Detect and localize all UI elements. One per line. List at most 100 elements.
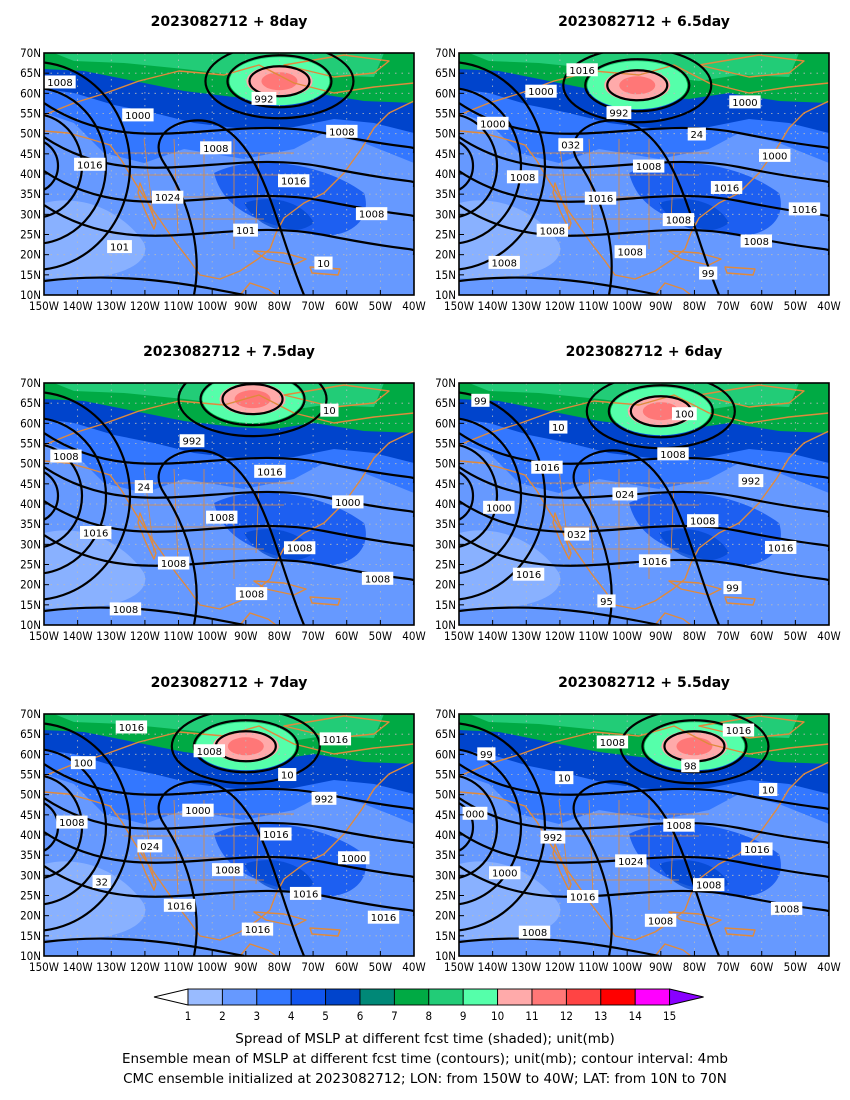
contour-labels: 1008 1016 992 024 1000 1008 032 1016 1016 1016 99 9… (471, 393, 797, 608)
colorbar-box (531, 988, 567, 1006)
contour-label: 1008 (770, 901, 803, 915)
x-tick-label: 150W (29, 299, 59, 313)
x-tick-label: 50W (784, 299, 807, 313)
x-tick-label: 140W (63, 299, 93, 313)
x-tick-label: 110W (164, 299, 194, 313)
y-tick-label: 45N (20, 477, 41, 491)
y-tick-label: 20N (20, 909, 41, 923)
svg-text:10: 10 (552, 423, 565, 434)
contour-label: 1016 (319, 732, 352, 746)
y-tick-label: 25N (435, 558, 456, 572)
x-tick-label: 70W (301, 299, 324, 313)
contour-label: 1000 (477, 116, 509, 130)
y-tick-label: 70N (20, 46, 41, 60)
contour-label: 24 (687, 127, 706, 141)
y-tick-label: 25N (435, 228, 456, 242)
x-tick-label: 40W (402, 960, 425, 974)
svg-text:1016: 1016 (245, 925, 270, 936)
svg-text:1008: 1008 (365, 574, 390, 585)
x-tick-label: 90W (234, 960, 257, 974)
y-tick-label: 10N (435, 288, 456, 302)
svg-text:1000: 1000 (528, 87, 553, 98)
svg-text:1016: 1016 (83, 528, 108, 539)
x-tick-label: 130W (96, 629, 126, 643)
y-tick-label: 50N (20, 788, 41, 802)
x-tick-label: 80W (268, 299, 291, 313)
y-tick-label: 20N (20, 578, 41, 592)
svg-text:1000: 1000 (480, 119, 505, 130)
colorbar-label: 6 (357, 1009, 364, 1023)
x-tick-label: 50W (369, 629, 392, 643)
x-tick-label: 120W (130, 299, 160, 313)
mslp-contours (459, 383, 829, 625)
colorbar-label: 7 (391, 1009, 398, 1023)
svg-text:1008: 1008 (287, 544, 312, 555)
svg-text:99: 99 (480, 750, 493, 761)
contour-label: 1008 (50, 449, 82, 463)
svg-text:1016: 1016 (371, 913, 396, 924)
y-tick-label: 60N (435, 86, 456, 100)
svg-text:10: 10 (762, 786, 775, 797)
y-tick-label: 15N (435, 598, 456, 612)
colorbar-box (634, 988, 671, 1006)
x-tick-label: 70W (716, 960, 739, 974)
x-tick-label: 110W (579, 960, 609, 974)
y-tick-label: 30N (435, 207, 456, 221)
y-tick-label: 20N (20, 248, 41, 262)
y-tick-label: 55N (435, 768, 456, 782)
y-tick-label: 55N (20, 768, 41, 782)
svg-text:10: 10 (558, 774, 571, 785)
y-tick-label: 35N (435, 517, 456, 531)
contour-label: 024 (137, 839, 163, 853)
colorbar-box (359, 988, 395, 1006)
svg-text:1000: 1000 (762, 151, 787, 162)
svg-text:1016: 1016 (642, 557, 667, 568)
contour-label: 992 (540, 830, 566, 844)
contour-label: 24 (134, 480, 153, 494)
y-tick-label: 70N (435, 46, 456, 60)
contour-label: 101 (107, 240, 132, 254)
contour-label: 1016 (566, 890, 599, 904)
contour-label: 024 (612, 487, 638, 501)
panel-title: 2023082712 + 6day (566, 344, 723, 360)
caption-spread: Spread of MSLP at different fcst time (s… (235, 1031, 615, 1047)
contour-label: 100 (671, 407, 697, 421)
y-tick-label: 50N (435, 788, 456, 802)
y-tick-label: 65N (20, 396, 41, 410)
contour-label: 992 (738, 474, 764, 488)
y-tick-label: 35N (20, 848, 41, 862)
svg-text:1016: 1016 (263, 830, 288, 841)
x-tick-label: 120W (545, 629, 575, 643)
contour-label: 1016 (566, 63, 598, 77)
y-tick-label: 40N (20, 167, 41, 181)
contour-label: 1008 (56, 815, 88, 829)
svg-text:1016: 1016 (77, 160, 102, 171)
contour-label: 1008 (657, 447, 689, 461)
x-tick-label: 80W (268, 960, 291, 974)
y-tick-label: 15N (435, 929, 456, 943)
svg-text:1008: 1008 (239, 590, 264, 601)
contour-label: 1008 (44, 75, 76, 89)
contour-label: 1000 (122, 108, 154, 122)
colorbar-label: 11 (525, 1009, 538, 1023)
svg-text:032: 032 (561, 141, 580, 152)
svg-text:000: 000 (465, 809, 484, 820)
y-tick-label: 70N (435, 376, 456, 390)
colorbar-label: 1 (185, 1009, 192, 1023)
contour-label: 99 (723, 581, 742, 595)
contour-label: 1008 (235, 587, 268, 601)
y-tick-label: 20N (435, 248, 456, 262)
y-tick-label: 60N (435, 416, 456, 430)
svg-text:992: 992 (609, 109, 628, 120)
svg-text:1000: 1000 (341, 854, 366, 865)
x-tick-label: 60W (750, 960, 773, 974)
x-tick-label: 140W (478, 960, 508, 974)
contour-label: 1008 (663, 818, 695, 832)
svg-text:1008: 1008 (660, 450, 685, 461)
contour-label: 1008 (212, 863, 244, 877)
svg-text:1008: 1008 (744, 237, 769, 248)
contour-label: 1016 (278, 174, 310, 188)
svg-text:1008: 1008 (197, 747, 222, 758)
x-tick-label: 70W (716, 629, 739, 643)
